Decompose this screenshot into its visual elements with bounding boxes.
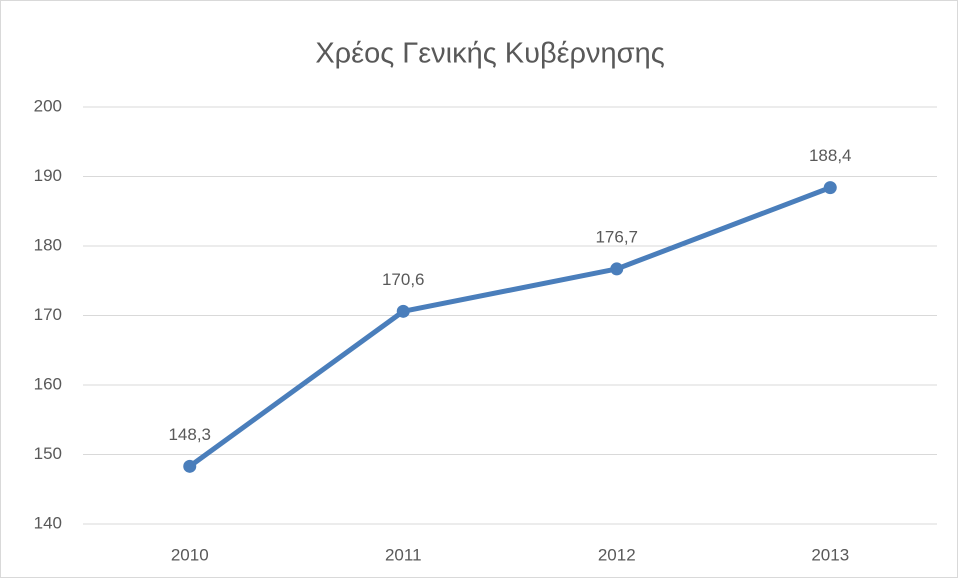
x-tick-label: 2012 [598,545,636,564]
y-tick-label: 180 [34,235,62,254]
x-tick-label: 2013 [811,545,849,564]
x-tick-label: 2011 [385,545,422,564]
data-label: 148,3 [168,425,211,444]
y-tick-label: 200 [34,96,62,115]
y-tick-label: 150 [34,444,62,463]
marker [823,181,837,195]
line [187,185,833,469]
data-label: 176,7 [595,227,638,246]
y-tick-label: 190 [34,166,62,185]
marker [396,304,410,318]
y-tick-label: 170 [34,305,62,324]
marker [610,262,624,276]
data-label: 170,6 [382,270,425,289]
data-label: 188,4 [809,146,852,165]
chart-title: Χρέος Γενικής Κυβέρνησης [315,38,664,70]
marker [183,459,197,473]
y-tick-label: 160 [34,374,62,393]
y-tick-label: 140 [34,513,62,532]
x-tick-label: 2010 [171,545,209,564]
